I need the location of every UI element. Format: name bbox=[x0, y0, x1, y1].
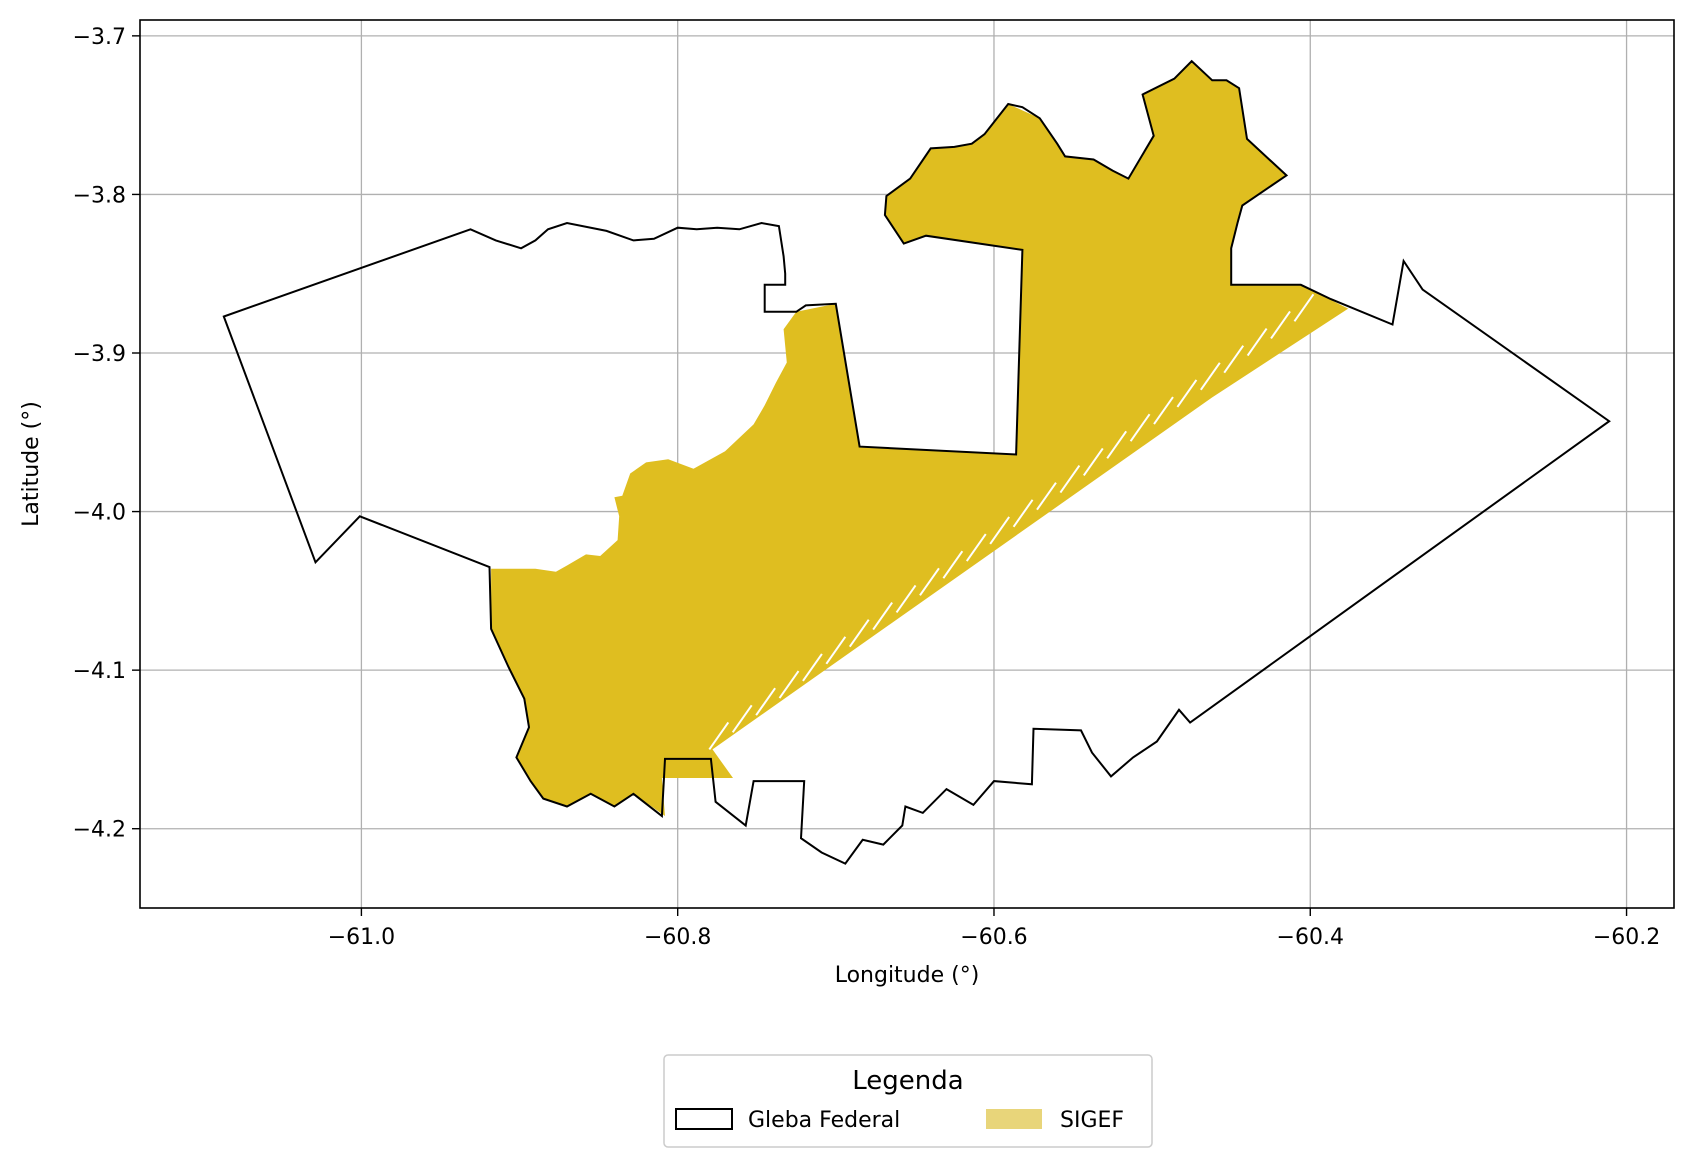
parcel-gap bbox=[895, 584, 917, 613]
parcel-gap bbox=[1246, 328, 1268, 357]
x-tick-label: −60.2 bbox=[1593, 925, 1660, 950]
legend-swatch-gleba bbox=[675, 1108, 733, 1130]
x-tick-label: −61.0 bbox=[328, 925, 395, 950]
axes-frame bbox=[139, 19, 1675, 909]
legend: Legenda Gleba Federal SIGEF bbox=[663, 1054, 1153, 1148]
y-tick-label: −3.8 bbox=[73, 183, 126, 208]
y-tick-label: −4.2 bbox=[73, 818, 126, 843]
legend-label-gleba: Gleba Federal bbox=[748, 1108, 900, 1133]
axis-ticks: −61.0 −60.8 −60.6 −60.4 −60.2 −3.7 −3.8 −3.9 −4.… bbox=[73, 25, 1661, 950]
y-tick-label: −3.9 bbox=[73, 342, 126, 367]
parcel-gap bbox=[1270, 310, 1291, 339]
parcel-gap bbox=[848, 619, 870, 648]
parcel-gap bbox=[942, 550, 964, 579]
x-tick-label: −60.8 bbox=[644, 925, 711, 950]
parcel-gap bbox=[1082, 447, 1104, 476]
map-layers bbox=[222, 59, 1611, 865]
y-tick-label: −4.0 bbox=[73, 501, 126, 526]
x-axis-label: Longitude (°) bbox=[835, 963, 980, 988]
y-tick-label: −4.1 bbox=[73, 659, 126, 684]
legend-label-sigef: SIGEF bbox=[1060, 1108, 1124, 1133]
parcel-gap bbox=[1012, 499, 1034, 528]
parcel-gap bbox=[965, 533, 987, 562]
parcel-gap bbox=[731, 704, 753, 733]
parcel-gap bbox=[1176, 379, 1198, 408]
parcel-gap bbox=[755, 687, 776, 716]
x-tick-label: −60.4 bbox=[1277, 925, 1344, 950]
parcel-gap bbox=[1129, 413, 1151, 442]
parcel-gap bbox=[1223, 345, 1245, 374]
parcel-gap bbox=[1036, 482, 1057, 511]
x-tick-label: −60.6 bbox=[960, 925, 1027, 950]
y-tick-label: −3.7 bbox=[73, 25, 126, 50]
y-axis-label: Latitude (°) bbox=[19, 401, 44, 527]
legend-swatch-sigef bbox=[986, 1109, 1042, 1129]
parcel-gap bbox=[802, 653, 823, 682]
legend-title: Legenda bbox=[852, 1066, 963, 1096]
parcel-gap bbox=[989, 516, 1010, 545]
parcel-gap bbox=[872, 602, 893, 631]
parcel-gap bbox=[1153, 396, 1174, 425]
parcel-gap bbox=[919, 567, 940, 596]
sigef-parcel-gaps bbox=[708, 293, 1315, 751]
parcel-gap bbox=[708, 721, 730, 751]
sigef-area[interactable] bbox=[491, 61, 1349, 816]
gleba-federal-outline[interactable] bbox=[222, 59, 1611, 865]
parcel-gap bbox=[1059, 465, 1081, 494]
parcel-gap bbox=[1293, 293, 1315, 322]
parcel-gap bbox=[778, 670, 800, 699]
parcel-gap bbox=[825, 636, 847, 665]
parcel-gap bbox=[1200, 362, 1221, 391]
parcel-gap bbox=[1106, 430, 1128, 459]
